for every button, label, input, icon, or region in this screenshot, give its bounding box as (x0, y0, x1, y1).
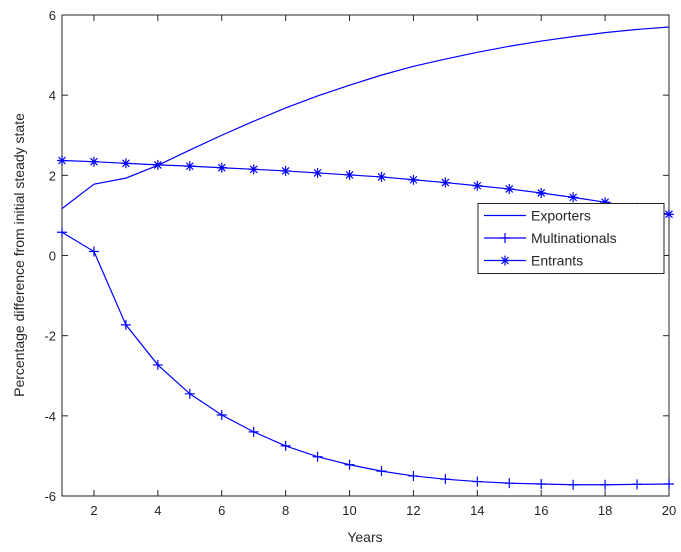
y-tick-label: 0 (49, 249, 56, 264)
series-marker (248, 426, 259, 437)
series-marker (600, 479, 611, 490)
y-tick-label: -4 (44, 409, 56, 424)
series-line (61, 231, 670, 486)
legend-label: Exporters (531, 208, 591, 224)
series-marker (312, 451, 323, 462)
x-tick-label: 8 (282, 503, 289, 518)
series-marker (568, 192, 579, 203)
y-tick-label: 6 (49, 8, 56, 23)
x-tick-label: 16 (534, 503, 548, 518)
series-line (61, 26, 670, 210)
series-marker (88, 156, 99, 167)
series-marker (216, 162, 227, 173)
series-marker (664, 209, 674, 220)
x-tick-label: 14 (470, 503, 484, 518)
series-marker (184, 388, 195, 399)
series-marker (248, 164, 259, 175)
x-tick-label: 4 (154, 503, 161, 518)
series-marker (440, 177, 451, 188)
legend-label: Multinationals (531, 230, 617, 246)
series-marker (408, 470, 419, 481)
series-marker (504, 183, 515, 194)
x-axis-label: Years (347, 529, 382, 545)
series-marker (152, 359, 163, 370)
series-line (61, 159, 670, 215)
series-marker (408, 174, 419, 185)
series-marker (280, 440, 291, 451)
series-marker (57, 227, 67, 238)
series-marker (344, 459, 355, 470)
series-marker (568, 479, 579, 490)
y-axis-label: Percentage difference from initial stead… (11, 113, 27, 397)
series-marker (152, 159, 163, 170)
series-marker (344, 169, 355, 180)
series-marker (88, 246, 99, 257)
x-tick-label: 6 (218, 503, 225, 518)
series-marker (504, 478, 515, 489)
series-marker (376, 171, 387, 182)
legend-label: Entrants (531, 253, 583, 269)
legend-marker (500, 255, 510, 266)
y-tick-label: -6 (44, 489, 56, 504)
series-marker (536, 187, 547, 198)
series-marker (472, 476, 483, 487)
series-marker (632, 479, 643, 490)
series-marker (312, 167, 323, 178)
series-marker (536, 478, 547, 489)
series-marker (664, 478, 674, 489)
series-marker (472, 180, 483, 191)
y-tick-label: -2 (44, 329, 56, 344)
legend-marker (500, 233, 510, 243)
series-marker (440, 474, 451, 485)
x-tick-label: 12 (406, 503, 420, 518)
x-tick-label: 2 (90, 503, 97, 518)
series-marker (376, 466, 387, 477)
x-tick-label: 20 (662, 503, 676, 518)
series-marker (120, 319, 131, 330)
series-marker (184, 161, 195, 172)
series-marker (280, 165, 291, 176)
y-tick-label: 4 (49, 88, 56, 103)
series-marker (600, 197, 611, 208)
series-marker (57, 155, 67, 166)
series-marker (120, 158, 131, 169)
series-marker (216, 410, 227, 421)
y-tick-label: 2 (49, 168, 56, 183)
x-tick-label: 18 (598, 503, 612, 518)
x-tick-label: 10 (342, 503, 356, 518)
